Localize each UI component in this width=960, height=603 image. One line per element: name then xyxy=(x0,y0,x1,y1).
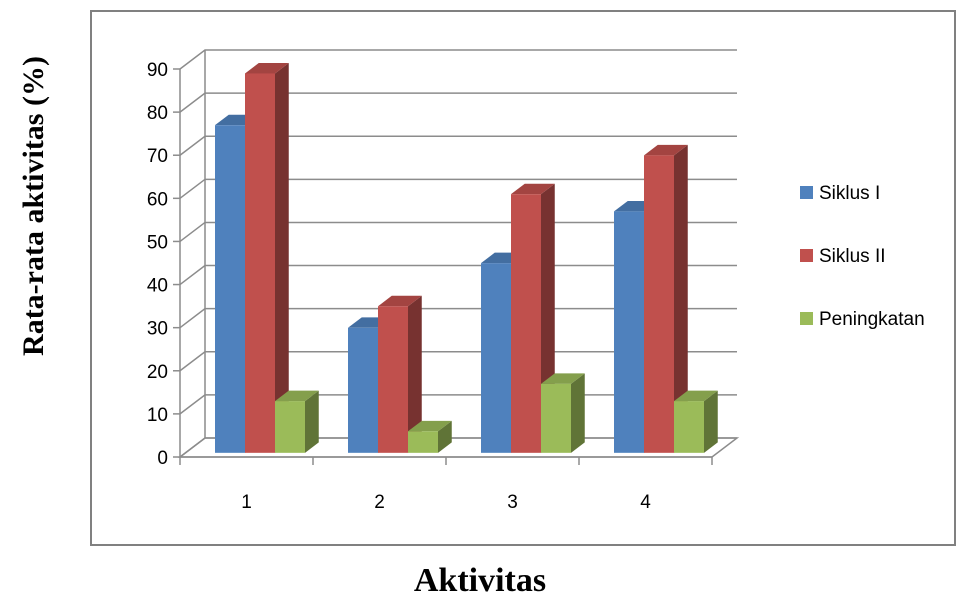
bar-front xyxy=(378,306,408,453)
bar-side xyxy=(704,390,718,453)
bar-top xyxy=(511,183,555,195)
bar xyxy=(275,390,319,453)
axes-group: 0 10 20 30 40 50 60 70 80 90 1 2 3 4 xyxy=(147,60,713,513)
y-tick-label: 70 xyxy=(147,146,168,167)
bar-front xyxy=(511,194,541,453)
y-axis-label-container: Rata-rata aktivitas (%) xyxy=(0,0,60,603)
bar-side xyxy=(674,144,688,453)
gridline xyxy=(179,307,737,329)
y-tick-label: 90 xyxy=(147,60,168,81)
bar-side xyxy=(571,373,585,453)
legend-item: Siklus I xyxy=(800,183,880,204)
legend-swatch xyxy=(800,249,813,262)
gridlines xyxy=(179,49,737,458)
bar xyxy=(674,390,718,453)
bar xyxy=(245,62,289,453)
bar-side xyxy=(438,420,452,453)
bar-top xyxy=(644,144,688,156)
y-axis-label: Rata-rata aktivitas (%) xyxy=(17,56,50,356)
y-tick-label: 80 xyxy=(147,103,168,124)
bar-front xyxy=(408,431,438,453)
bar-top xyxy=(378,295,422,307)
legend-label: Siklus I xyxy=(819,183,880,204)
bar-front xyxy=(644,155,674,453)
gridline xyxy=(179,92,737,113)
legend-label: Peningkatan xyxy=(819,309,925,330)
bar-side xyxy=(408,295,422,453)
bar-front xyxy=(215,125,245,453)
legend: Siklus I Siklus II Peningkatan xyxy=(800,183,925,330)
bar-top xyxy=(408,420,452,432)
y-tick-label: 40 xyxy=(147,276,168,297)
bar xyxy=(541,373,585,453)
bar-front xyxy=(674,401,704,453)
y-tick-label: 0 xyxy=(157,448,168,469)
y-tick-label: 60 xyxy=(147,189,168,210)
bar-front xyxy=(481,263,511,453)
gridline xyxy=(179,49,737,70)
legend-item: Peningkatan xyxy=(800,309,925,330)
y-tick-label: 20 xyxy=(147,362,168,383)
bar xyxy=(408,420,452,453)
x-tick-label: 3 xyxy=(507,492,518,513)
x-tick-label: 2 xyxy=(374,492,385,513)
gridline xyxy=(179,264,737,286)
bar-front xyxy=(614,211,644,453)
y-tick-label: 30 xyxy=(147,319,168,340)
y-tick-label: 10 xyxy=(147,405,168,426)
legend-swatch xyxy=(800,312,813,325)
bar-top xyxy=(541,373,585,384)
x-tick-label: 1 xyxy=(241,492,252,513)
bar-side xyxy=(305,390,319,453)
x-axis-label: Aktivitas xyxy=(413,562,547,599)
legend-item: Siklus II xyxy=(800,246,886,267)
bar-side xyxy=(275,62,289,453)
gridline xyxy=(179,351,737,372)
legend-label: Siklus II xyxy=(819,246,886,267)
x-tick-label: 4 xyxy=(640,492,651,513)
bar-front xyxy=(245,73,275,453)
bar-front xyxy=(541,383,571,453)
bar-top xyxy=(275,390,319,402)
gridline xyxy=(179,135,737,156)
gridline xyxy=(179,221,737,243)
bar xyxy=(378,295,422,453)
bar xyxy=(644,144,688,453)
legend-swatch xyxy=(800,186,813,199)
bars-group xyxy=(215,62,718,453)
bar-top xyxy=(245,62,289,74)
gridline xyxy=(179,178,737,199)
bar-front xyxy=(348,327,378,453)
bar-top xyxy=(674,390,718,402)
bar-front xyxy=(275,401,305,453)
y-tick-label: 50 xyxy=(147,232,168,253)
